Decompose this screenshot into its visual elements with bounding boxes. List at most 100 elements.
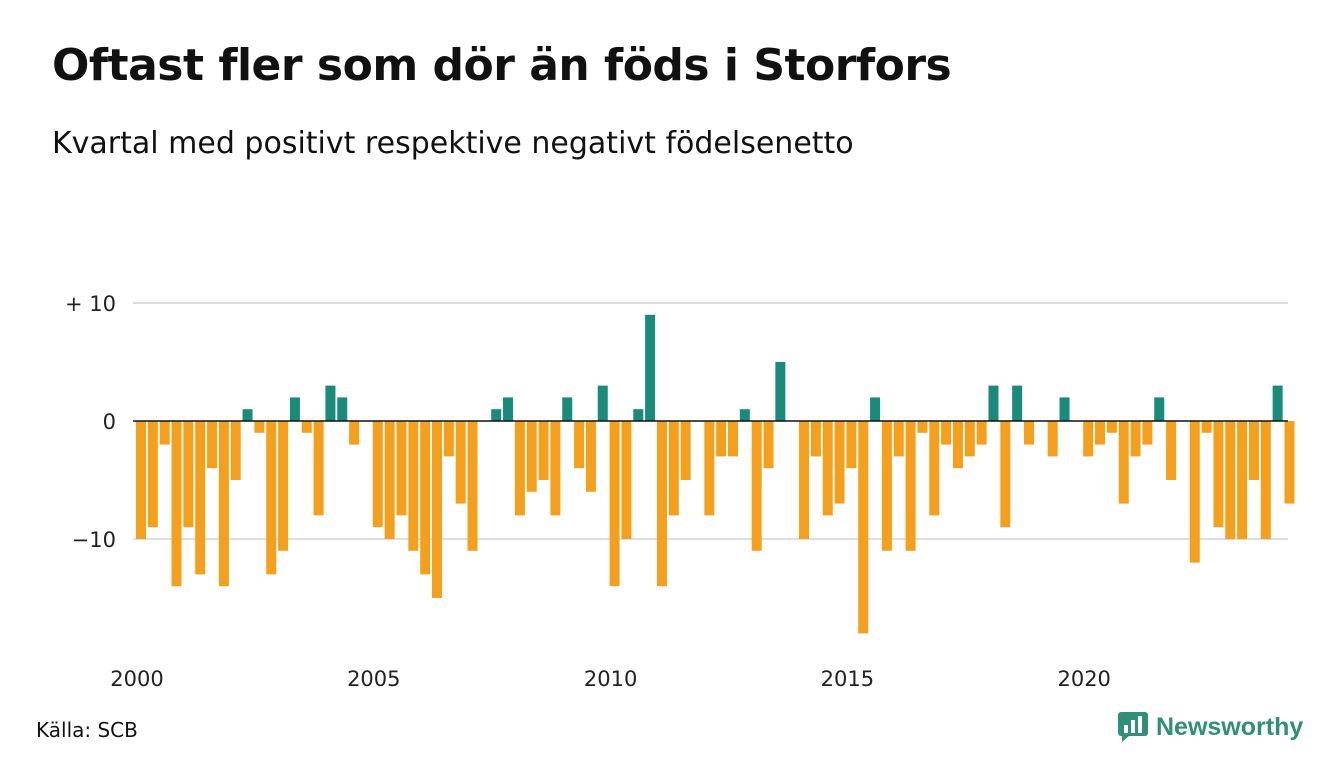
bar-negative — [609, 421, 620, 587]
bar-positive — [988, 385, 999, 421]
bar-negative — [905, 421, 916, 551]
bar-positive — [491, 409, 502, 421]
bar-negative — [952, 421, 963, 469]
bar-negative — [159, 421, 170, 445]
bar-negative — [230, 421, 241, 480]
x-tick-label: 2005 — [347, 667, 400, 691]
bar-negative — [432, 421, 442, 598]
bar-negative — [1024, 421, 1034, 445]
bar-positive — [325, 385, 336, 421]
x-tick-label: 2015 — [821, 667, 874, 691]
bar-negative — [136, 421, 146, 539]
bar-positive — [289, 397, 300, 421]
bar-negative — [550, 421, 561, 516]
bar-negative — [408, 421, 419, 551]
bar-negative — [917, 421, 928, 433]
y-tick-label: −10 — [72, 528, 116, 552]
bar-negative — [1095, 421, 1106, 445]
bar-positive — [645, 314, 656, 421]
bar-positive — [870, 397, 881, 421]
chart-subtitle: Kvartal med positivt respektive negativt… — [52, 126, 854, 161]
bar-negative — [846, 421, 857, 469]
bar-negative — [1248, 421, 1259, 480]
bar-negative — [514, 421, 525, 516]
bar-positive — [1272, 385, 1283, 421]
bar-negative — [1260, 421, 1271, 539]
bar-negative — [810, 421, 821, 457]
bar-negative — [207, 421, 218, 469]
bar-negative — [1118, 421, 1129, 504]
bar-positive — [1059, 397, 1070, 421]
bar-negative — [799, 421, 810, 539]
bar-negative — [301, 421, 312, 433]
bar-negative — [1130, 421, 1141, 457]
bar-negative — [254, 421, 265, 433]
bar-negative — [396, 421, 407, 516]
bar-chart: + 10 0 −10 2000 2005 2010 2015 2020 — [65, 292, 1295, 691]
bar-negative — [763, 421, 774, 469]
bar-positive — [503, 397, 514, 421]
bar-negative — [621, 421, 632, 539]
bar-negative — [1284, 421, 1295, 504]
bar-positive — [775, 362, 786, 421]
bar-negative — [171, 421, 182, 587]
bar-negative — [976, 421, 987, 445]
bar-negative — [822, 421, 833, 516]
y-tick-label: + 10 — [65, 292, 116, 316]
bar-negative — [716, 421, 727, 457]
bar-negative — [964, 421, 975, 457]
bar-negative — [941, 421, 952, 445]
bar-negative — [1225, 421, 1236, 539]
bar-negative — [266, 421, 277, 575]
bar-negative — [195, 421, 206, 575]
bar-chart-logo-icon — [1118, 712, 1148, 742]
bar-negative — [1166, 421, 1177, 480]
bar-positive — [739, 409, 750, 421]
bar-negative — [183, 421, 194, 528]
bar-negative — [704, 421, 715, 516]
bar-negative — [313, 421, 324, 516]
bar-negative — [147, 421, 158, 528]
bar-negative — [656, 421, 667, 587]
bar-negative — [893, 421, 904, 457]
bar-negative — [1047, 421, 1058, 457]
bar-negative — [278, 421, 289, 551]
bar-negative — [1213, 421, 1224, 528]
x-tick-label: 2000 — [110, 667, 163, 691]
bar-negative — [1106, 421, 1117, 433]
bar-negative — [1189, 421, 1200, 563]
y-tick-label: 0 — [103, 410, 116, 434]
bar-negative — [467, 421, 478, 551]
bar-negative — [858, 421, 869, 634]
brand-name: Newsworthy — [1156, 712, 1304, 741]
bar-negative — [585, 421, 596, 492]
bar-negative — [455, 421, 466, 504]
bar-negative — [372, 421, 383, 528]
bar-negative — [384, 421, 395, 539]
brand-logo[interactable]: Newsworthy — [1118, 712, 1303, 742]
bar-positive — [597, 385, 608, 421]
bar-negative — [929, 421, 940, 516]
bar-negative — [728, 421, 738, 457]
x-tick-label: 2010 — [584, 667, 637, 691]
bar-positive — [337, 397, 348, 421]
bar-negative — [526, 421, 537, 492]
bar-negative — [218, 421, 229, 587]
bar-negative — [1237, 421, 1248, 539]
bar-negative — [1083, 421, 1094, 457]
bar-positive — [1154, 397, 1165, 421]
bar-negative — [420, 421, 431, 575]
bar-negative — [538, 421, 549, 480]
bar-negative — [881, 421, 892, 551]
bar-negative — [751, 421, 762, 551]
bar-negative — [1000, 421, 1011, 528]
bar-negative — [1142, 421, 1153, 445]
bar-positive — [1012, 385, 1023, 421]
bar-positive — [562, 397, 573, 421]
bar-negative — [574, 421, 585, 469]
bar-negative — [349, 421, 360, 445]
bar-positive — [633, 409, 644, 421]
bar-positive — [242, 409, 253, 421]
bar-negative — [443, 421, 454, 457]
bar-negative — [1201, 421, 1212, 433]
